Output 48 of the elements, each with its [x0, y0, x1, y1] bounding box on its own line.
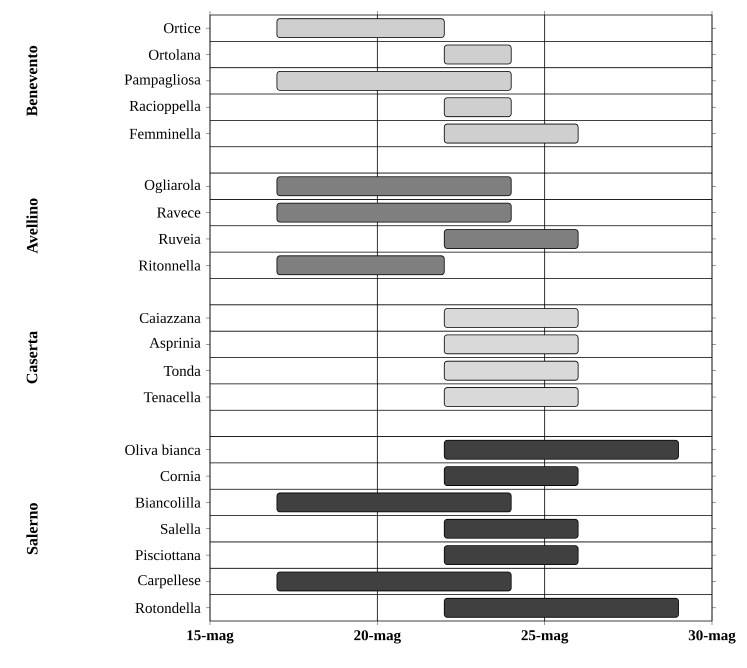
y-tick-label: Cornia [160, 471, 201, 482]
bar [276, 255, 445, 276]
bar [444, 598, 679, 618]
y-tick-label: Oliva bianca [125, 444, 201, 456]
y-tick-label: Pampagliosa [124, 74, 201, 88]
bar [276, 18, 445, 38]
bar [444, 334, 579, 354]
y-tick-label: Pisciottana [135, 550, 201, 560]
bar [444, 545, 579, 566]
text: Caserta [26, 331, 38, 384]
y-tick-label: Salella [160, 524, 201, 534]
bar [276, 572, 512, 592]
text: Avellino [26, 198, 38, 254]
bar [444, 360, 579, 381]
y-tick-label: Asprinia [149, 338, 201, 351]
y-tick-label: Carpellese [138, 574, 200, 588]
x-tick-label: 30-mag [688, 630, 736, 644]
x-tick-label: 20-mag [354, 630, 401, 644]
bar [444, 518, 579, 539]
y-tick-label: Ritonnella [138, 260, 201, 271]
bar [444, 466, 579, 486]
bar [444, 308, 579, 328]
x-tick-label: 15-mag [187, 630, 234, 644]
bar [444, 97, 512, 118]
text: Benevento [26, 46, 38, 116]
y-tick-label: Ravece [157, 208, 200, 218]
y-tick-label: Ortolana [148, 49, 201, 60]
bar [444, 44, 512, 64]
y-tick-label: Biancolilla [135, 497, 201, 508]
y-tick-label: Ortice [164, 23, 200, 34]
bar [276, 492, 512, 512]
x-tick-label: 25-mag [522, 630, 568, 644]
y-tick-label: Tenacella [144, 392, 201, 402]
text: Salerno [26, 503, 38, 554]
y-tick-label: Caiazzana [140, 312, 201, 324]
bar [444, 229, 579, 249]
bar [444, 440, 679, 460]
bar [276, 202, 512, 222]
y-tick-label: Ruveia [158, 234, 201, 244]
y-tick-label: Ogliarola [144, 179, 201, 194]
y-tick-label: Tonda [164, 365, 201, 376]
bar [444, 124, 579, 144]
y-tick-label: Rotondella [135, 602, 201, 614]
bar [276, 176, 512, 196]
bar [444, 387, 579, 407]
bar [276, 70, 512, 91]
y-tick-label: Racioppella [130, 100, 201, 114]
y-tick-label: Femminella [130, 128, 201, 139]
